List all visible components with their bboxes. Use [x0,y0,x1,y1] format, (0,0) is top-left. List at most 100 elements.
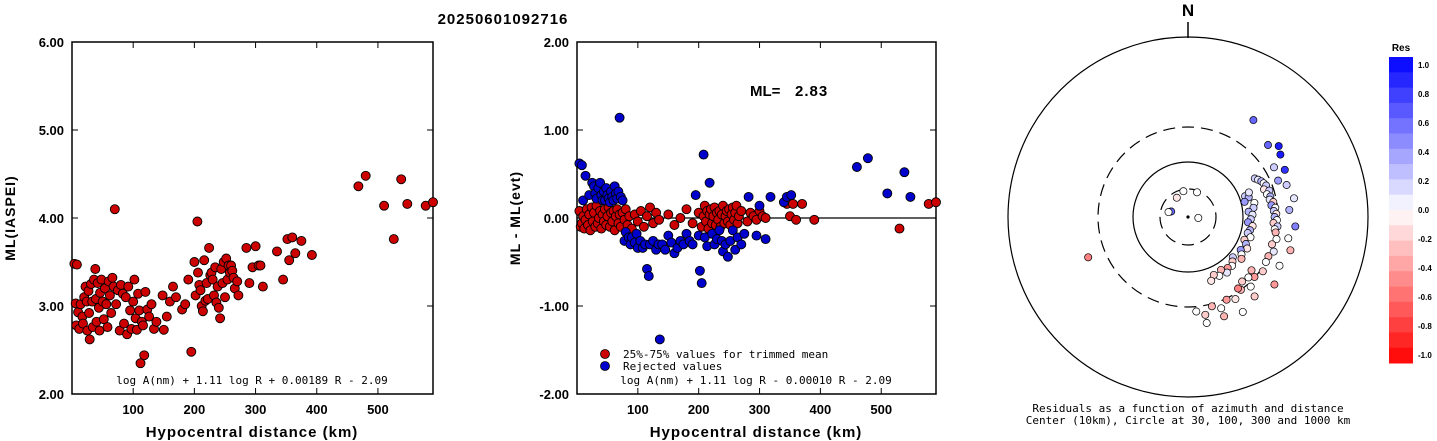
panel1-point-s0 [250,241,261,252]
panel1-point-s0 [257,281,268,292]
panel1-point-s0 [128,296,139,307]
station-residual-point [1274,176,1283,185]
panel1-point-s0 [101,299,112,310]
panel1-y-tick-label: 4.00 [39,211,64,226]
panel1-point-s0 [144,311,155,322]
panel1-x-tick-label: 200 [184,402,206,417]
panel1-x-axis-label: Hypocentral distance (km) [146,424,359,441]
colorbar-cell [1389,194,1413,211]
panel1-point-s0 [109,204,120,215]
panel2-point-s0 [809,214,820,225]
station-residual-point [1274,142,1283,151]
panel1-point-s0 [296,235,307,246]
panel1-point-s0 [139,350,150,361]
ml-annotation-label: ML= [750,83,781,100]
panel2-points [574,112,941,345]
panel1-formula: log A(nm) + 1.11 log R + 0.00189 R - 2.0… [116,374,388,387]
ml-vs-distance-panel: 100 200 300 400 500 2.00 3.00 4.00 5.00 6.00 log… [2,35,438,441]
station-residual-point [1280,165,1289,174]
epicenter-marker [1186,215,1190,219]
colorbar-tick-label: 0.8 [1418,90,1430,99]
panel1-point-s0 [98,314,109,325]
panel1-point-s0 [157,290,168,301]
panel2-point-s1 [862,153,873,164]
station-residual-point [1202,319,1211,327]
colorbar-tick-label: 0.2 [1418,177,1430,186]
colorbar-cell [1389,118,1413,134]
station-residual-point [1244,188,1253,197]
station-residual-point [1270,280,1279,289]
station-residual-point [1172,193,1181,202]
panel1-point-s0 [213,302,224,313]
panel2-point-s1 [617,195,628,206]
panel1-point-s0 [232,276,243,287]
panel2-x-tick-label: 300 [749,402,771,417]
colorbar-cell [1389,271,1413,287]
panel2-point-s0 [663,209,674,220]
north-label: N [1182,1,1194,20]
colorbar-cell [1389,347,1413,364]
panel2-point-s0 [931,197,941,208]
panel2-point-s1 [714,225,725,236]
station-residual-point [1284,234,1293,243]
panel2-point-s1 [851,162,862,172]
colorbar-tick-label: 1.0 [1418,61,1430,70]
panel2-point-s1 [687,239,698,250]
panel2-point-s1 [786,190,797,201]
panel2-point-s1 [882,188,893,199]
colorbar-tick-label: 0.6 [1418,119,1430,128]
panel1-point-s0 [353,181,364,192]
station-residual-point [1247,266,1256,275]
station-residual-point [1261,258,1270,266]
station-residual-point [1272,235,1281,244]
panel2-point-s0 [894,223,905,234]
colorbar-tick-label: -1.0 [1418,351,1432,360]
panel2-point-s1 [739,228,750,239]
panel2-point-s1 [690,190,701,201]
panel1-point-s0 [168,281,178,292]
panel2-y-tick-label: 1.00 [544,123,569,138]
colorbar-ticks: 1.0 0.8 0.6 0.4 0.2 0.0 -0.2 -0.4 -0.6 -0.8 -1.0 [1418,61,1432,360]
panel1-point-s0 [120,292,131,303]
colorbar-cell [1389,179,1413,196]
station-residual-point [1250,292,1259,301]
panel1-x-ticks: 100 200 300 400 500 [122,42,389,417]
station-residual-point [1201,310,1210,319]
panel1-point-s0 [151,316,162,327]
panel2-point-s0 [760,213,771,223]
panel1-point-s0 [244,278,255,289]
panel1-point-s0 [161,311,172,322]
ml-annotation-value: 2.83 [795,83,828,100]
station-residual-point [1194,213,1203,222]
panel2-x-tick-label: 400 [810,402,832,417]
panel1-frame [71,41,434,395]
station-residual-point [1207,276,1216,285]
colorbar-title: Res [1392,43,1411,54]
station-residual-point [1234,284,1242,293]
panel2-point-s1 [751,230,762,241]
panel2-legend: 25%-75% values for trimmed mean Rejected… [600,348,828,373]
panel2-point-s1 [899,167,910,178]
station-residual-point [1290,194,1298,203]
panel2-y-ticks: -2.00 -1.00 0.00 1.00 2.00 [539,35,936,402]
panel1-point-s0 [138,320,148,331]
panel1-point-s0 [379,200,390,211]
panel1-point-s0 [272,246,282,257]
panel2-point-s1 [643,271,654,282]
colorbar-cell [1389,255,1413,272]
panel2-y-tick-label: 0.00 [544,211,569,226]
station-residual-point [1291,222,1300,231]
panel2-y-tick-label: 2.00 [544,35,569,50]
panel2-point-s0 [681,204,692,215]
panel2-point-s0 [736,206,747,216]
station-residual-point [1192,307,1201,316]
panel2-x-tick-label: 100 [627,402,649,417]
station-residual-point [1207,302,1216,311]
panel1-x-tick-label: 300 [245,402,267,417]
colorbar-cell [1389,102,1413,119]
station-residual-point [1276,150,1285,159]
colorbar-tick-label: 0.0 [1418,206,1430,215]
panel2-point-s1 [754,200,765,211]
panel1-point-s0 [106,308,117,318]
